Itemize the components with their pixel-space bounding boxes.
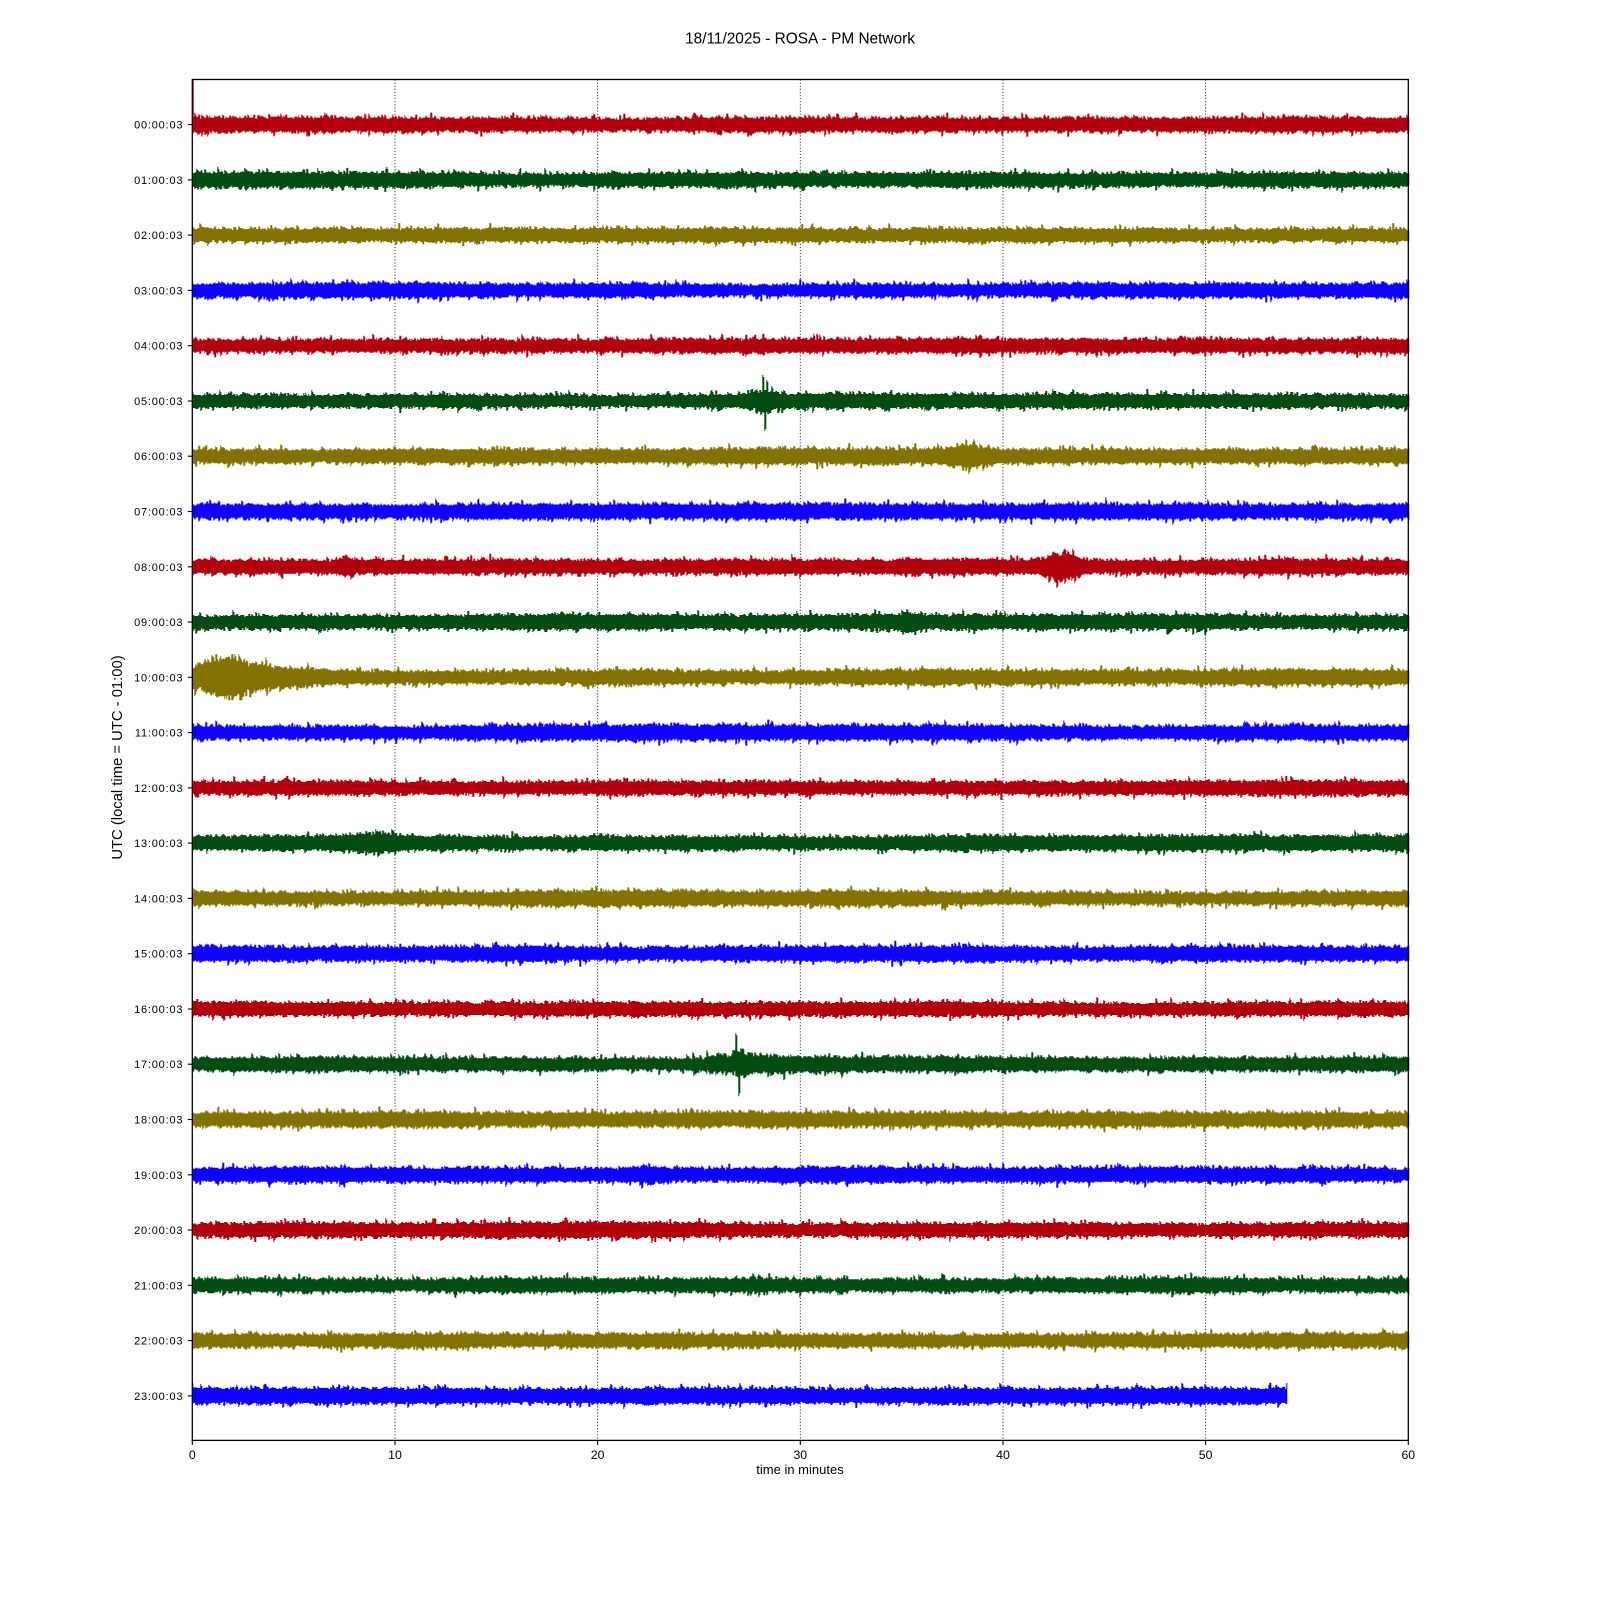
svg-text:13:00:03: 13:00:03 <box>134 838 183 850</box>
svg-text:08:00:03: 08:00:03 <box>134 562 183 574</box>
svg-text:09:00:03: 09:00:03 <box>134 617 183 629</box>
svg-text:03:00:03: 03:00:03 <box>134 285 183 297</box>
svg-text:19:00:03: 19:00:03 <box>134 1170 183 1182</box>
svg-text:18/11/2025 - ROSA - PM Network: 18/11/2025 - ROSA - PM Network <box>685 31 915 48</box>
svg-text:time in minutes: time in minutes <box>756 1462 844 1477</box>
svg-text:40: 40 <box>996 1448 1010 1462</box>
svg-text:60: 60 <box>1401 1448 1415 1462</box>
svg-text:20:00:03: 20:00:03 <box>134 1225 183 1237</box>
svg-text:02:00:03: 02:00:03 <box>134 230 183 242</box>
svg-text:30: 30 <box>793 1448 807 1462</box>
svg-text:23:00:03: 23:00:03 <box>134 1391 183 1403</box>
svg-text:00:00:03: 00:00:03 <box>134 120 183 132</box>
svg-text:16:00:03: 16:00:03 <box>134 1004 183 1016</box>
svg-text:18:00:03: 18:00:03 <box>134 1115 183 1127</box>
svg-text:10:00:03: 10:00:03 <box>134 672 183 684</box>
svg-text:20: 20 <box>591 1448 605 1462</box>
svg-text:0: 0 <box>189 1448 196 1462</box>
svg-text:50: 50 <box>1199 1448 1213 1462</box>
svg-text:06:00:03: 06:00:03 <box>134 451 183 463</box>
svg-text:14:00:03: 14:00:03 <box>134 893 183 905</box>
svg-text:07:00:03: 07:00:03 <box>134 507 183 519</box>
svg-text:04:00:03: 04:00:03 <box>134 341 183 353</box>
svg-text:17:00:03: 17:00:03 <box>134 1059 183 1071</box>
svg-text:12:00:03: 12:00:03 <box>134 783 183 795</box>
svg-text:10: 10 <box>388 1448 402 1462</box>
svg-text:11:00:03: 11:00:03 <box>135 728 183 740</box>
svg-text:UTC (local time = UTC - 01:00): UTC (local time = UTC - 01:00) <box>110 655 126 859</box>
svg-text:22:00:03: 22:00:03 <box>134 1336 183 1348</box>
svg-text:21:00:03: 21:00:03 <box>134 1280 183 1292</box>
svg-text:01:00:03: 01:00:03 <box>134 175 183 187</box>
svg-text:15:00:03: 15:00:03 <box>134 949 183 961</box>
svg-text:05:00:03: 05:00:03 <box>134 396 183 408</box>
